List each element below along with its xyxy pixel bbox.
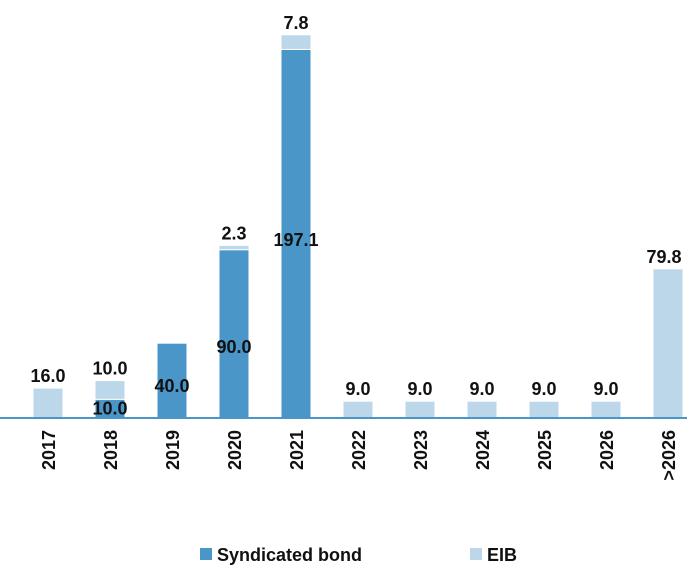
x-tick-2020: 2020 [225, 430, 245, 470]
data-label-syndicated-bond-2021: 197.1 [273, 230, 318, 250]
bar-eib-2018 [94, 380, 126, 400]
bar-eib-2022 [342, 400, 374, 419]
bars-layer [32, 34, 684, 419]
x-tick-2021: 2021 [287, 430, 307, 470]
x-tick-2024: 2024 [473, 430, 493, 470]
data-label-eib-2021: 7.8 [283, 13, 308, 33]
bar-syndicated-bond-2019 [156, 342, 188, 419]
legend-swatch-eib [470, 548, 482, 560]
legend: Syndicated bond EIB [200, 545, 517, 565]
data-label-eib-2017: 16.0 [30, 366, 65, 386]
data-label-eib-2022: 9.0 [345, 379, 370, 399]
data-label-eib-2026: 9.0 [593, 379, 618, 399]
bar-eib-2020 [218, 244, 250, 251]
bar-eib-2026 [652, 268, 684, 419]
x-tick-2026: 2026 [597, 430, 617, 470]
legend-swatch-syndicated-bond [200, 548, 212, 560]
legend-label-syndicated-bond: Syndicated bond [217, 545, 362, 565]
data-labels: 16.0 10.0 10.0 40.0 90.0 2.3 197.1 7.8 9.0 9.0 9.0… [30, 13, 681, 419]
x-tick-2025: 2025 [535, 430, 555, 470]
x-tick-2023: 2023 [411, 430, 431, 470]
bar-eib-2023 [404, 400, 436, 419]
bar-eib-2026 [590, 400, 622, 419]
x-tick-2022: 2022 [349, 430, 369, 470]
data-label-syndicated-bond-2020: 90.0 [216, 337, 251, 357]
bar-eib-2025 [528, 400, 560, 419]
data-label-eib-2020: 2.3 [221, 223, 246, 243]
data-label-eib-2025: 9.0 [531, 379, 556, 399]
x-tick-2017: 2017 [39, 430, 59, 470]
data-label-eib-2023: 9.0 [407, 379, 432, 399]
bar-eib-2021 [280, 34, 312, 50]
bar-syndicated-bond-2020 [218, 249, 250, 419]
data-label-eib-2024: 9.0 [469, 379, 494, 399]
bar-eib-2017 [32, 387, 64, 419]
legend-label-eib: EIB [487, 545, 517, 565]
x-tick-labels: 2017 2018 2019 2020 2021 2022 2023 2024 2025 2026… [39, 430, 679, 481]
x-tick-2019: 2019 [163, 430, 183, 470]
data-label-syndicated-bond-2018: 10.0 [92, 399, 127, 419]
bar-eib-2024 [466, 400, 498, 419]
x-tick-2018: 2018 [101, 430, 121, 470]
data-label-eib-after-2026: 79.8 [646, 247, 681, 267]
x-tick-after-2026: >2026 [659, 430, 679, 481]
data-label-syndicated-bond-2019: 40.0 [154, 376, 189, 396]
data-label-eib-2018: 10.0 [92, 359, 127, 379]
